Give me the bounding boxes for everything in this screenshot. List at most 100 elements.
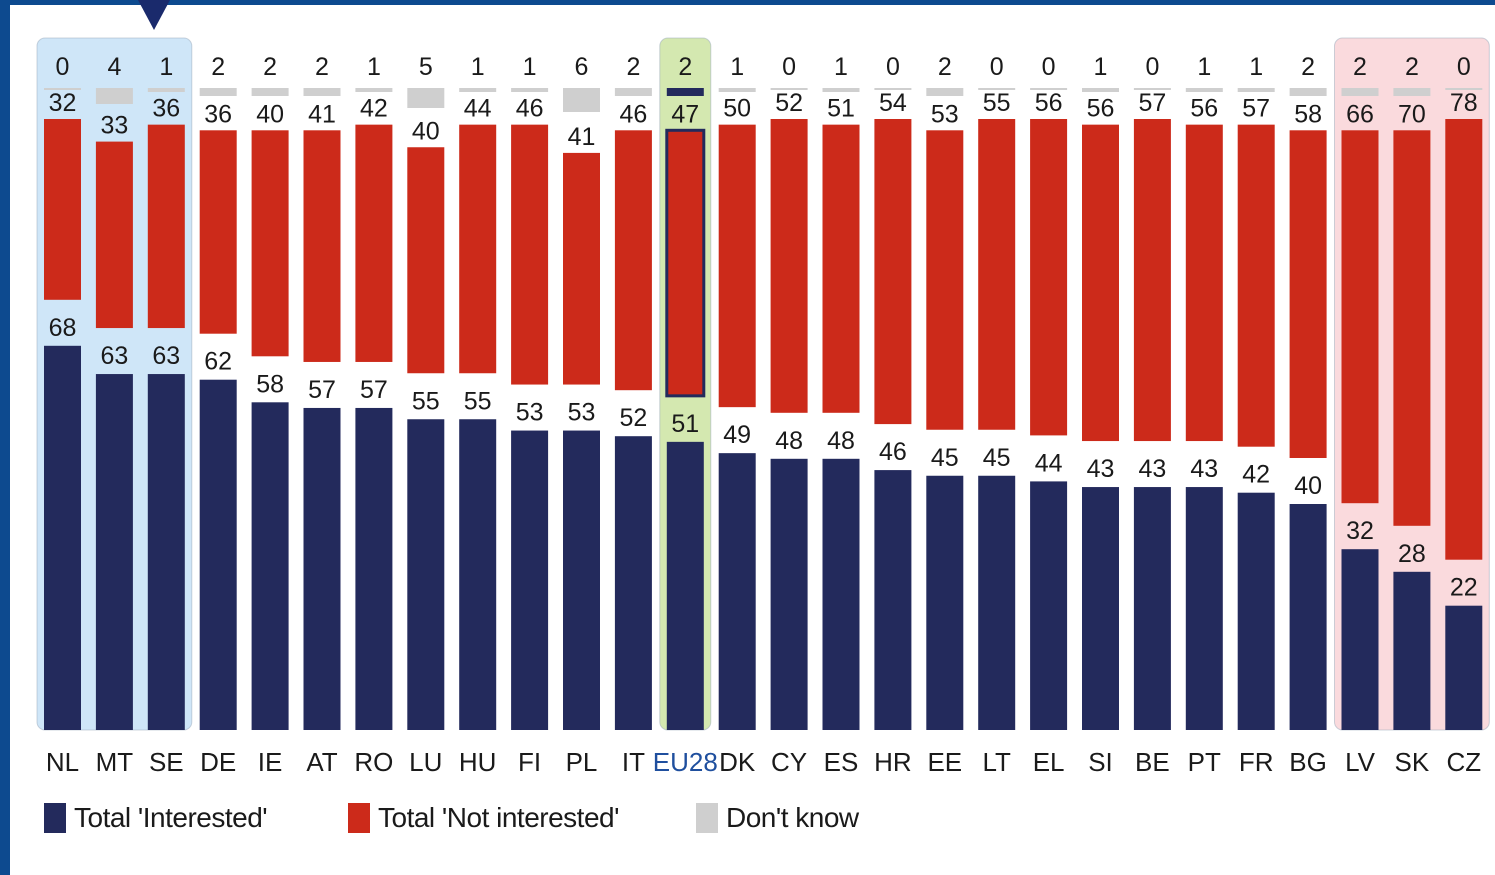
bar-interested-dk [718,453,756,730]
bar-not-interested-lu [407,147,445,374]
legend: Total 'Interested' Total 'Not interested… [44,800,944,840]
bar-interested-ro [355,407,393,730]
bar-not-interested-de [199,130,237,334]
value-label-interested-lu: 55 [412,387,440,415]
value-label-not-interested-bg: 58 [1294,100,1322,128]
bar-not-interested-ee [926,130,964,430]
bar-dont-know-at [303,88,341,96]
x-tick-label-pt: PT [1188,747,1221,777]
value-label-dont-know-lu: 5 [419,53,433,81]
bar-dont-know-fi [511,88,549,92]
x-tick-label-de: DE [200,747,236,777]
value-label-not-interested-ie: 40 [256,100,284,128]
bar-dont-know-cy [770,88,808,90]
value-label-not-interested-el: 56 [1035,89,1063,117]
x-tick-label-si: SI [1088,747,1113,777]
x-tick-label-it: IT [622,747,645,777]
bar-interested-lt [978,475,1016,730]
bar-dont-know-pl [563,88,600,112]
legend-swatch-interested [44,803,66,833]
value-label-interested-de: 62 [204,348,232,376]
value-label-dont-know-pt: 1 [1197,53,1211,81]
bar-interested-hu [459,419,497,730]
value-label-not-interested-lv: 66 [1346,100,1374,128]
bar-not-interested-hu [459,124,497,374]
value-label-not-interested-cz: 78 [1450,89,1478,117]
x-tick-label-eu28: EU28 [653,747,718,777]
value-label-not-interested-de: 36 [204,100,232,128]
value-label-not-interested-fr: 57 [1242,95,1270,123]
value-label-not-interested-ee: 53 [931,100,959,128]
frame-left-border [0,0,10,875]
x-tick-label-cy: CY [771,747,807,777]
bar-interested-si [1082,487,1119,730]
value-label-not-interested-pt: 56 [1190,95,1218,123]
bar-interested-de [199,379,237,730]
bar-not-interested-mt [95,141,133,329]
bar-dont-know-hr [874,88,912,90]
x-tick-label-nl: NL [46,747,79,777]
value-label-interested-ee: 45 [931,444,959,472]
value-label-not-interested-dk: 50 [723,95,751,123]
legend-label-interested: Total 'Interested' [74,802,268,833]
bar-not-interested-sk [1393,130,1431,526]
bar-not-interested-ro [355,124,393,362]
value-label-dont-know-el: 0 [1042,53,1056,81]
bar-not-interested-bg [1289,130,1327,459]
value-label-interested-it: 52 [619,404,647,432]
x-tick-label-ro: RO [354,747,393,777]
bar-interested-ee [926,475,964,730]
value-label-dont-know-bg: 2 [1301,53,1315,81]
value-label-dont-know-ee: 2 [938,53,952,81]
bar-interested-pl [563,430,600,730]
value-label-interested-si: 43 [1087,455,1115,483]
bar-not-interested-nl [44,119,81,300]
bar-dont-know-el [1030,88,1068,90]
value-label-not-interested-sk: 70 [1398,100,1426,128]
value-label-interested-cz: 22 [1450,574,1478,602]
bar-interested-es [822,458,860,730]
value-label-interested-hu: 55 [464,387,492,415]
bar-not-interested-dk [718,124,756,408]
x-tick-label-ie: IE [258,747,283,777]
bar-not-interested-el [1030,119,1068,436]
value-label-dont-know-cz: 0 [1457,53,1471,81]
value-label-interested-hr: 46 [879,438,907,466]
value-label-not-interested-it: 46 [619,100,647,128]
bar-interested-el [1030,481,1068,730]
bar-dont-know-dk [718,88,756,92]
bar-dont-know-de [199,88,237,96]
value-label-not-interested-mt: 33 [100,112,128,140]
bar-dont-know-eu28 [666,88,704,96]
bar-interested-cy [770,458,808,730]
legend-item-dont-know: Don't know [696,800,859,836]
x-tick-label-se: SE [149,747,184,777]
bar-interested-it [614,436,652,730]
bar-not-interested-es [822,124,860,413]
x-tick-label-lv: LV [1345,747,1376,777]
value-label-dont-know-at: 2 [315,53,329,81]
value-label-not-interested-be: 57 [1138,89,1166,117]
value-label-interested-cy: 48 [775,427,803,455]
value-label-dont-know-lv: 2 [1353,53,1367,81]
bar-interested-sk [1393,571,1431,730]
value-label-not-interested-ro: 42 [360,95,388,123]
bar-dont-know-si [1082,88,1119,92]
bar-not-interested-lt [978,119,1016,430]
bar-interested-nl [44,345,81,730]
value-label-dont-know-mt: 4 [107,53,121,81]
bar-dont-know-cz [1445,88,1483,90]
bar-dont-know-lt [978,88,1016,90]
value-label-interested-pt: 43 [1190,455,1218,483]
value-label-interested-at: 57 [308,376,336,404]
x-tick-label-bg: BG [1289,747,1327,777]
x-tick-label-sk: SK [1395,747,1430,777]
legend-swatch-dont-know [696,803,718,833]
value-label-interested-lv: 32 [1346,517,1374,545]
x-tick-label-mt: MT [96,747,134,777]
bar-dont-know-be [1133,88,1171,90]
bar-not-interested-be [1133,119,1171,442]
x-tick-label-hu: HU [459,747,497,777]
x-tick-label-lt: LT [982,747,1011,777]
bar-interested-bg [1289,504,1327,730]
